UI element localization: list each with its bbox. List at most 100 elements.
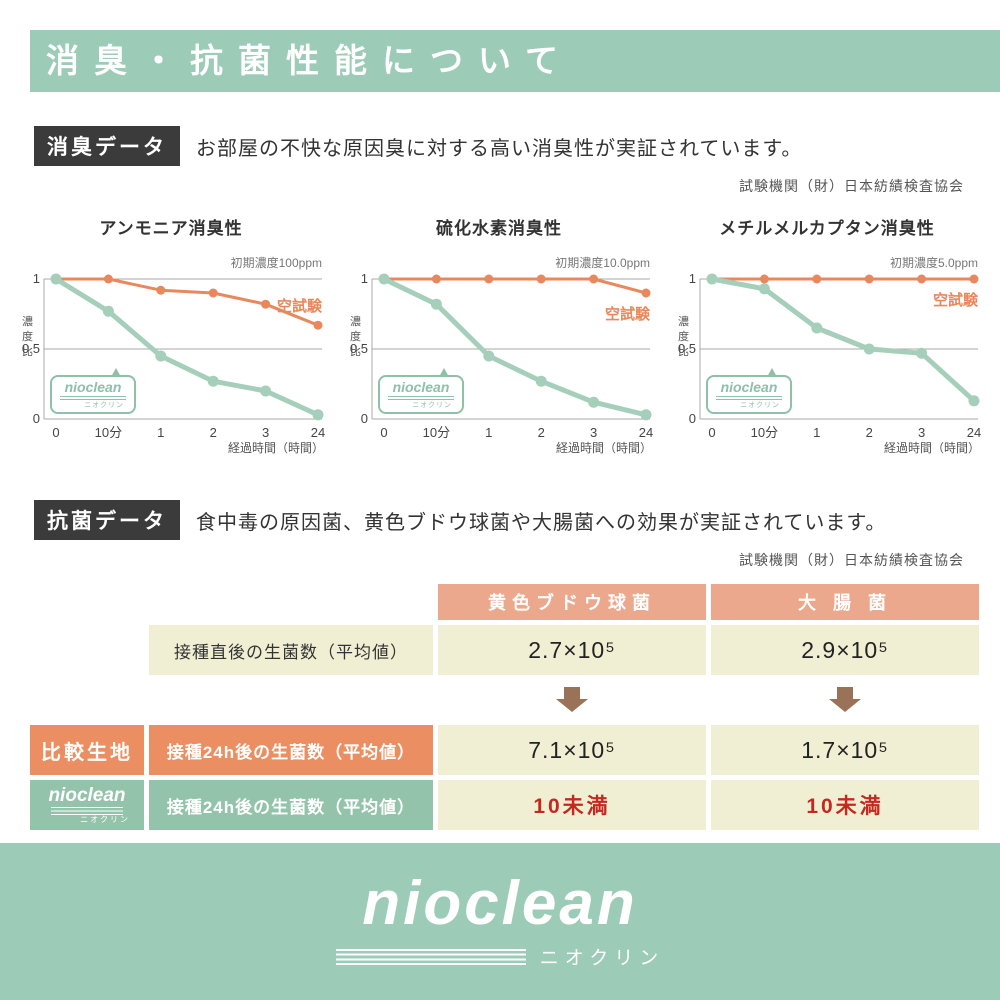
svg-text:1: 1 xyxy=(689,271,696,286)
svg-text:1: 1 xyxy=(33,271,40,286)
page-title: 消臭・抗菌性能について xyxy=(30,30,1000,92)
svg-text:1: 1 xyxy=(361,271,368,286)
bubble-sub-text: ニオクリン xyxy=(412,402,452,409)
table-spacer xyxy=(30,625,144,675)
svg-text:1: 1 xyxy=(813,425,820,440)
chart-title: アンモニア消臭性 xyxy=(99,219,243,238)
nioclean-logo-lines-icon xyxy=(51,806,123,815)
charts-row: アンモニア消臭性 0 0.5 1 濃度比 初期濃度100ppm 0 10分 1 2 3 24 経過時間（… xyxy=(10,214,988,460)
svg-text:濃度比: 濃度比 xyxy=(350,314,361,358)
chart-title: 硫化水素消臭性 xyxy=(436,219,562,238)
svg-text:経過時間（時間）: 経過時間（時間） xyxy=(884,441,980,455)
footer-brand-text: nioclean xyxy=(362,869,638,938)
antibacterial-description: 食中毒の原因菌、黄色ブドウ球菌や大腸菌への効果が実証されています。 xyxy=(196,511,887,534)
svg-text:1: 1 xyxy=(485,425,492,440)
svg-text:空試験: 空試験 xyxy=(933,291,979,309)
nioclean-bubble-logo: nioclean ニオクリン xyxy=(706,368,792,415)
deodorant-data-label: 消臭データ xyxy=(34,126,180,166)
bubble-tail-icon xyxy=(767,368,777,377)
svg-text:24: 24 xyxy=(967,425,981,440)
value-24h-comparison-ecoli: 1.7×10⁵ xyxy=(711,725,979,775)
nioclean-brand-text: nioclean xyxy=(48,784,126,806)
svg-text:初期濃度10.0ppm: 初期濃度10.0ppm xyxy=(555,255,650,270)
bubble-sub-text: ニオクリン xyxy=(84,402,124,409)
antibacterial-section-header: 抗菌データ 食中毒の原因菌、黄色ブドウ球菌や大腸菌への効果が実証されています。 xyxy=(34,500,970,540)
svg-text:0.5: 0.5 xyxy=(678,341,696,356)
svg-text:0: 0 xyxy=(689,411,696,426)
svg-text:0: 0 xyxy=(52,425,59,440)
bubble-brand-text: nioclean xyxy=(392,379,450,395)
nioclean-bubble-logo: nioclean ニオクリン xyxy=(378,368,464,415)
row-desc-initial-count: 接種直後の生菌数（平均値） xyxy=(149,625,433,675)
svg-text:10分: 10分 xyxy=(423,425,450,440)
footer-logo-lines-icon xyxy=(335,948,526,965)
arrow-cell xyxy=(438,680,706,720)
table-spacer xyxy=(30,680,144,720)
bubble-lines-icon xyxy=(388,396,454,402)
bubble-tail-icon xyxy=(439,368,449,377)
nioclean-brand-sub: ニオクリン xyxy=(80,814,130,824)
svg-text:初期濃度5.0ppm: 初期濃度5.0ppm xyxy=(890,255,978,270)
svg-text:濃度比: 濃度比 xyxy=(678,314,689,358)
footer-brand-sub: ニオクリン xyxy=(539,948,665,969)
svg-text:濃度比: 濃度比 xyxy=(22,314,33,358)
value-24h-comparison-staph: 7.1×10⁵ xyxy=(438,725,706,775)
svg-text:10分: 10分 xyxy=(95,425,122,440)
svg-text:3: 3 xyxy=(590,425,597,440)
row-label-nioclean: nioclean ニオクリン xyxy=(30,780,144,830)
footer: nioclean ニオクリン xyxy=(0,843,1000,1000)
chart-hydrogen-sulfide: 硫化水素消臭性 0 0.5 1 濃度比 初期濃度10.0ppm 0 10分 1 2 3 24 経過時間（… xyxy=(338,214,660,460)
table-spacer xyxy=(30,584,144,620)
value-initial-staph: 2.7×10⁵ xyxy=(438,625,706,675)
svg-text:24: 24 xyxy=(311,425,325,440)
column-header-ecoli: 大 腸 菌 xyxy=(711,584,979,620)
svg-text:0.5: 0.5 xyxy=(350,341,368,356)
table-spacer xyxy=(149,584,433,620)
deodorant-test-agency: 試験機関（財）日本紡績検査協会 xyxy=(739,178,964,194)
footer-brand-logo: nioclean ニオクリン xyxy=(335,869,665,970)
bubble-brand-text: nioclean xyxy=(720,379,778,395)
antibacterial-table: 黄色ブドウ球菌 大 腸 菌 接種直後の生菌数（平均値） 2.7×10⁵ 2.9×… xyxy=(30,584,984,830)
chart-plot: 0 0.5 1 濃度比 初期濃度5.0ppm 0 10分 1 2 3 24 経過時間（時間） 空試験 ni… xyxy=(666,241,988,460)
chart-ammonia: アンモニア消臭性 0 0.5 1 濃度比 初期濃度100ppm 0 10分 1 2 3 24 経過時間（… xyxy=(10,214,332,460)
bubble-lines-icon xyxy=(60,396,126,402)
svg-text:2: 2 xyxy=(210,425,217,440)
arrow-cell xyxy=(711,680,979,720)
bubble-brand-text: nioclean xyxy=(64,379,122,395)
row-desc-24h-comparison: 接種24h後の生菌数（平均値） xyxy=(149,725,433,775)
svg-text:2: 2 xyxy=(866,425,873,440)
row-desc-24h-nioclean: 接種24h後の生菌数（平均値） xyxy=(149,780,433,830)
down-arrow-icon xyxy=(829,687,861,712)
chart-plot: 0 0.5 1 濃度比 初期濃度10.0ppm 0 10分 1 2 3 24 経過時間（時間） 空試験 n… xyxy=(338,241,660,460)
svg-text:3: 3 xyxy=(918,425,925,440)
svg-text:0: 0 xyxy=(361,411,368,426)
antibacterial-test-agency: 試験機関（財）日本紡績検査協会 xyxy=(739,552,964,568)
svg-text:10分: 10分 xyxy=(751,425,778,440)
svg-text:24: 24 xyxy=(639,425,653,440)
table-spacer xyxy=(149,680,433,720)
svg-text:経過時間（時間）: 経過時間（時間） xyxy=(556,441,652,455)
chart-title: メチルメルカプタン消臭性 xyxy=(719,219,935,238)
svg-text:3: 3 xyxy=(262,425,269,440)
value-24h-nioclean-staph: 10未満 xyxy=(438,780,706,830)
bubble-lines-icon xyxy=(716,396,782,402)
bubble-sub-text: ニオクリン xyxy=(740,402,780,409)
chart-plot: 0 0.5 1 濃度比 初期濃度100ppm 0 10分 1 2 3 24 経過時間（時間） 空試験 ni… xyxy=(10,241,332,460)
svg-text:0: 0 xyxy=(380,425,387,440)
svg-text:2: 2 xyxy=(538,425,545,440)
value-initial-ecoli: 2.9×10⁵ xyxy=(711,625,979,675)
column-header-staphylococcus: 黄色ブドウ球菌 xyxy=(438,584,706,620)
svg-text:空試験: 空試験 xyxy=(277,297,323,315)
row-label-comparison-fabric: 比較生地 xyxy=(30,725,144,775)
svg-text:初期濃度100ppm: 初期濃度100ppm xyxy=(231,255,322,270)
bubble-tail-icon xyxy=(111,368,121,377)
svg-text:0.5: 0.5 xyxy=(22,341,40,356)
svg-text:経過時間（時間）: 経過時間（時間） xyxy=(228,441,324,455)
chart-methyl-mercaptan: メチルメルカプタン消臭性 0 0.5 1 濃度比 初期濃度5.0ppm 0 10分 1 2 3 24 経… xyxy=(666,214,988,460)
deodorant-section-header: 消臭データ お部屋の不快な原因臭に対する高い消臭性が実証されています。 xyxy=(34,126,970,166)
down-arrow-icon xyxy=(556,687,588,712)
